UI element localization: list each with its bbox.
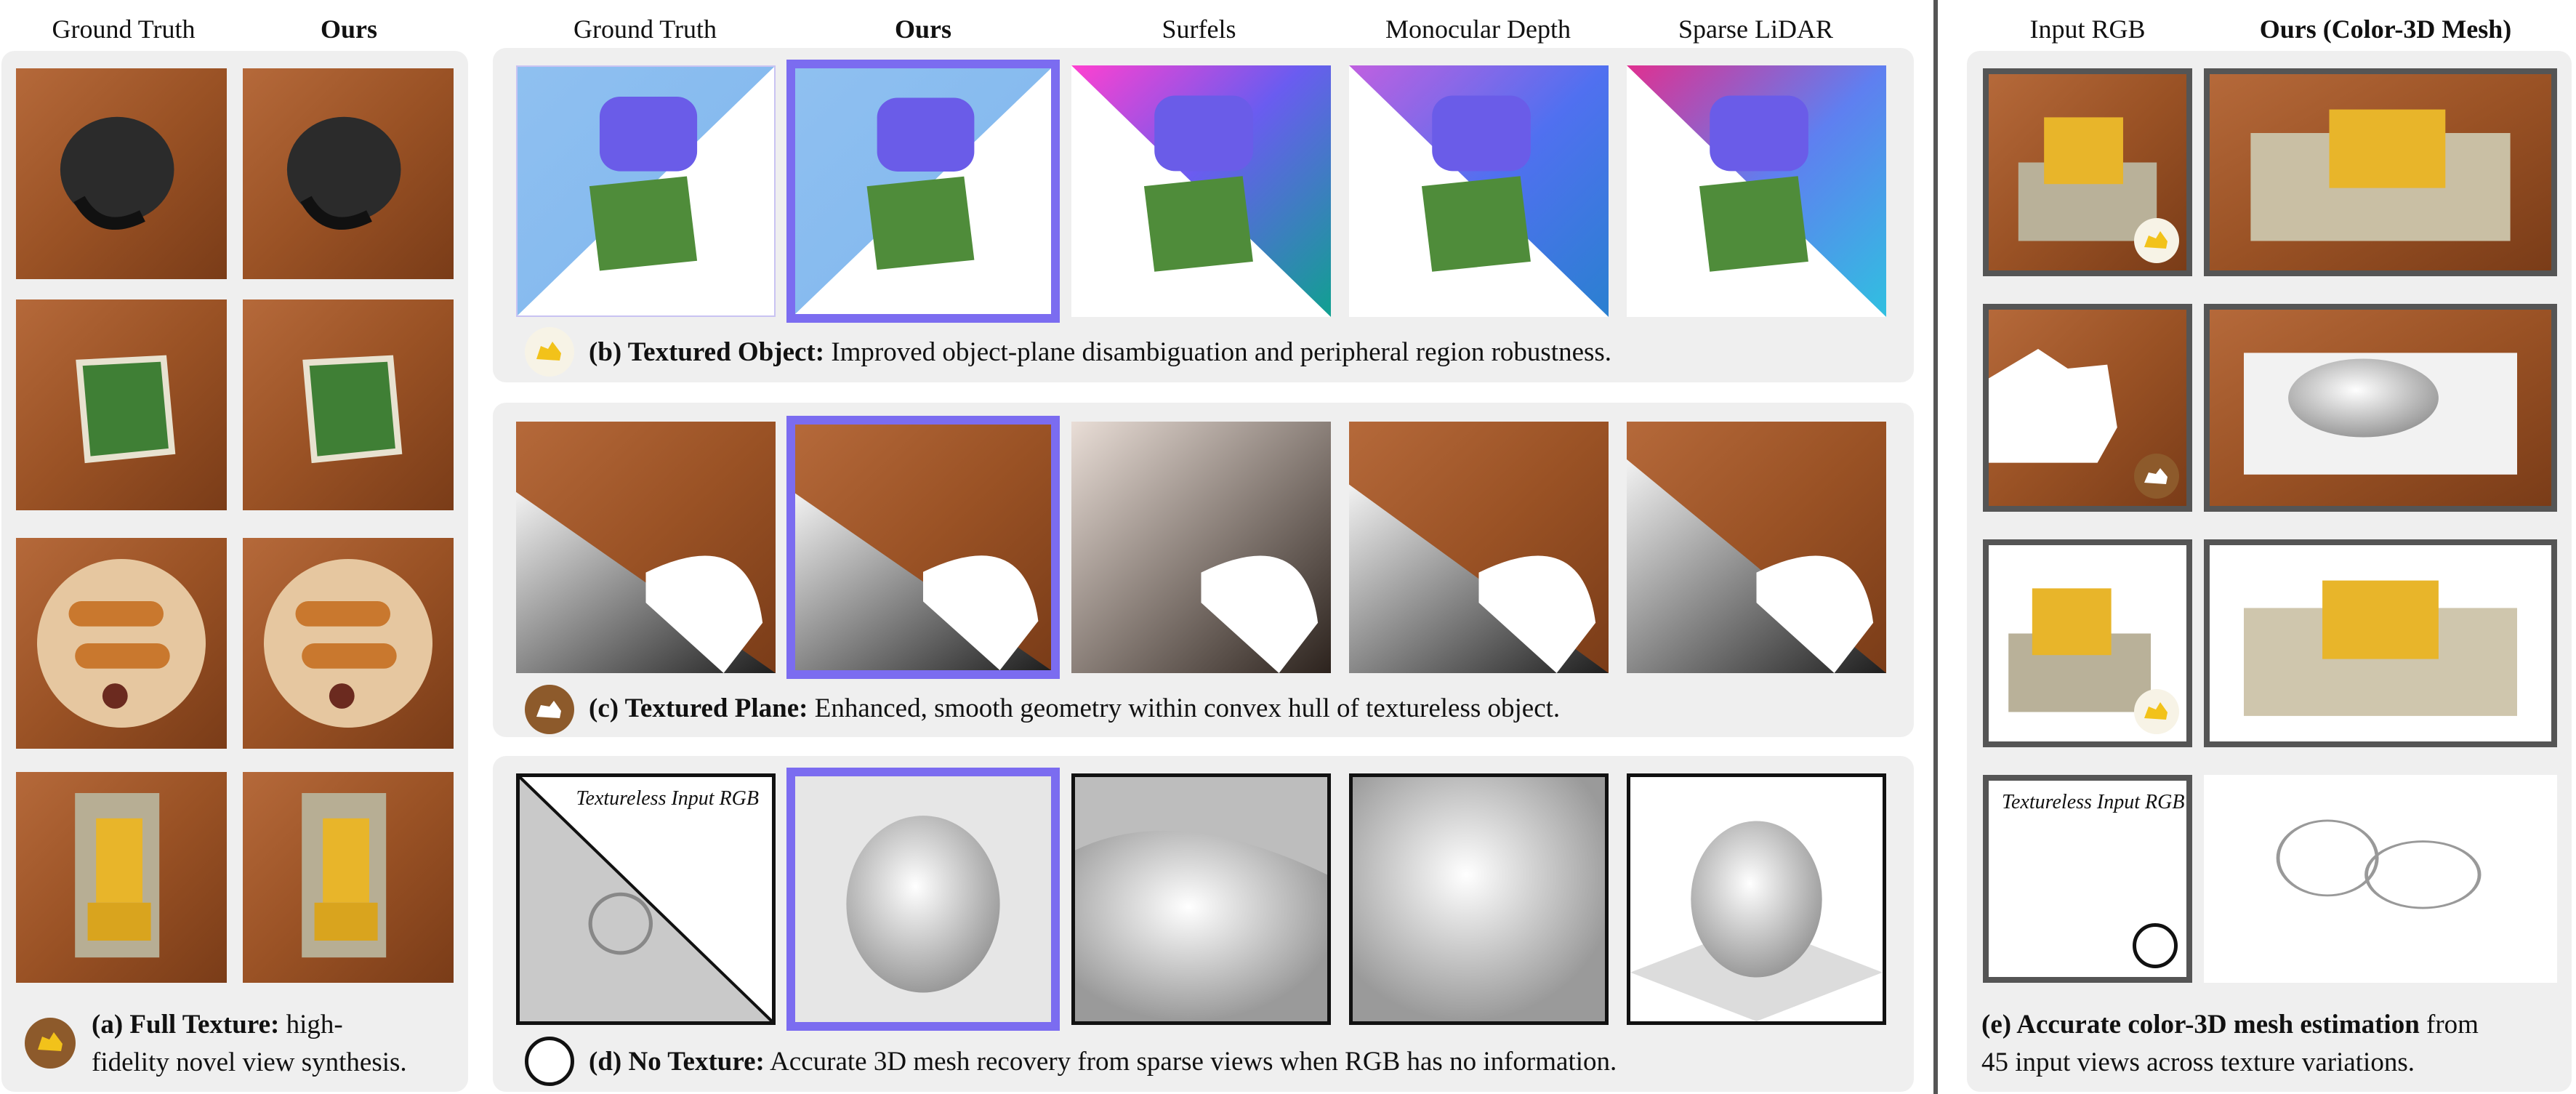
no-texture-icon (525, 1037, 574, 1086)
caption-c: (c) Textured Plane: Enhanced, smooth geo… (589, 693, 1561, 723)
caption-a: (a) Full Texture: high-fidelity novel vi… (92, 1010, 407, 1077)
section-divider (1933, 0, 1938, 1094)
c-ours-image (786, 416, 1060, 679)
header-ground-truth: Ground Truth (52, 15, 196, 44)
d-textureless-input-image: Textureless Input RGB (516, 773, 776, 1025)
b-monocular-depth-image (1349, 65, 1609, 317)
header-ours: Ours (320, 15, 377, 44)
e-tile-label: Textureless Input RGB (2002, 791, 2185, 813)
ours-bowl-image (243, 68, 454, 279)
header-monocular-depth: Monocular Depth (1385, 15, 1571, 44)
e-input-rgb-textureless-image: Textureless Input RGB (1983, 775, 2192, 983)
b-ours-image (786, 60, 1060, 323)
header-surfels: Surfels (1162, 15, 1236, 44)
e-row4-icon (2133, 923, 2178, 968)
d-sparse-lidar-mesh-image (1627, 773, 1886, 1025)
d-ours-mesh-image (786, 768, 1060, 1031)
header-sparse-lidar: Sparse LiDAR (1678, 15, 1833, 44)
gt-lego-image (16, 772, 227, 983)
b-ground-truth-image (516, 65, 776, 317)
e-ours-textureless-mesh-image (2204, 775, 2557, 983)
e-ours-lego-mesh-image (2204, 68, 2557, 276)
header-ours-mid: Ours (894, 15, 951, 44)
c-ground-truth-image (516, 422, 776, 673)
e-input-rgb-lego-image (1983, 68, 2192, 276)
ours-chair-image (243, 299, 454, 510)
d-tile-label: Textureless Input RGB (576, 787, 759, 810)
header-input-rgb: Input RGB (2029, 15, 2146, 44)
full-texture-icon (25, 1018, 76, 1069)
caption-e: (e) Accurate color-3D mesh estimation fr… (1981, 1010, 2479, 1077)
textured-plane-icon (525, 685, 574, 734)
gt-hotdog-image (16, 538, 227, 749)
e-ours-textured-plane-mesh-image (2204, 304, 2557, 512)
d-monocular-depth-mesh-image (1349, 773, 1609, 1025)
textured-object-icon (525, 327, 574, 377)
gt-bowl-image (16, 68, 227, 279)
header-ours-color-mesh: Ours (Color-3D Mesh) (2259, 15, 2512, 44)
e-input-rgb-textured-object-image (1983, 539, 2192, 747)
c-surfels-image (1071, 422, 1331, 673)
b-sparse-lidar-image (1627, 65, 1886, 317)
c-monocular-depth-image (1349, 422, 1609, 673)
d-surfels-mesh-image (1071, 773, 1331, 1025)
e-input-rgb-textured-plane-image (1983, 304, 2192, 512)
header-ground-truth-mid: Ground Truth (573, 15, 717, 44)
ours-hotdog-image (243, 538, 454, 749)
c-sparse-lidar-image (1627, 422, 1886, 673)
caption-b: (b) Textured Object: Improved object-pla… (589, 337, 1612, 367)
e-ours-textured-object-mesh-image (2204, 539, 2557, 747)
e-row1-icon (2134, 218, 2179, 263)
b-surfels-image (1071, 65, 1331, 317)
ours-lego-image (243, 772, 454, 983)
e-row2-icon (2134, 454, 2179, 499)
caption-d: (d) No Texture: Accurate 3D mesh recover… (589, 1047, 1617, 1077)
e-row3-icon (2134, 689, 2179, 734)
gt-chair-image (16, 299, 227, 510)
